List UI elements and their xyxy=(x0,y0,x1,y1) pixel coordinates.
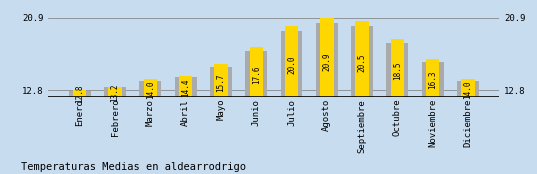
Bar xyxy=(104,87,126,97)
Text: 14.0: 14.0 xyxy=(463,80,473,99)
Text: 15.7: 15.7 xyxy=(216,73,226,92)
Bar xyxy=(73,90,86,97)
Bar xyxy=(214,64,228,97)
Text: 16.3: 16.3 xyxy=(428,71,437,89)
Text: 14.0: 14.0 xyxy=(146,80,155,99)
Bar xyxy=(179,76,192,97)
Text: Temperaturas Medias en aldearrodrigo: Temperaturas Medias en aldearrodrigo xyxy=(21,162,246,172)
Bar xyxy=(175,77,197,97)
Bar xyxy=(426,59,439,97)
Bar xyxy=(422,62,444,97)
Bar xyxy=(140,81,161,97)
Bar xyxy=(280,31,302,97)
Bar xyxy=(245,51,267,97)
Text: 17.6: 17.6 xyxy=(252,66,261,84)
Bar xyxy=(387,43,408,97)
Bar xyxy=(69,91,91,97)
Text: 18.5: 18.5 xyxy=(393,62,402,80)
Text: 14.4: 14.4 xyxy=(181,78,190,97)
Text: 20.5: 20.5 xyxy=(358,54,367,72)
Bar xyxy=(461,80,475,97)
Bar xyxy=(250,47,263,97)
Text: 13.2: 13.2 xyxy=(111,83,120,102)
Bar xyxy=(355,21,369,97)
Bar xyxy=(285,26,298,97)
Text: 20.0: 20.0 xyxy=(287,56,296,74)
Bar xyxy=(457,81,479,97)
Bar xyxy=(108,87,122,97)
Bar xyxy=(391,39,404,97)
Text: 20.9: 20.9 xyxy=(322,52,331,71)
Bar xyxy=(210,67,232,97)
Bar xyxy=(351,26,373,97)
Bar xyxy=(144,80,157,97)
Bar xyxy=(316,23,338,97)
Text: 12.8: 12.8 xyxy=(75,85,84,104)
Bar xyxy=(320,18,333,97)
